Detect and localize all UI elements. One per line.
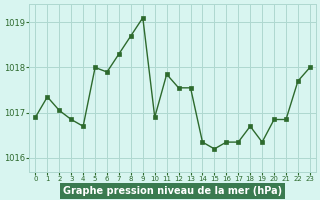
- X-axis label: Graphe pression niveau de la mer (hPa): Graphe pression niveau de la mer (hPa): [63, 186, 282, 196]
